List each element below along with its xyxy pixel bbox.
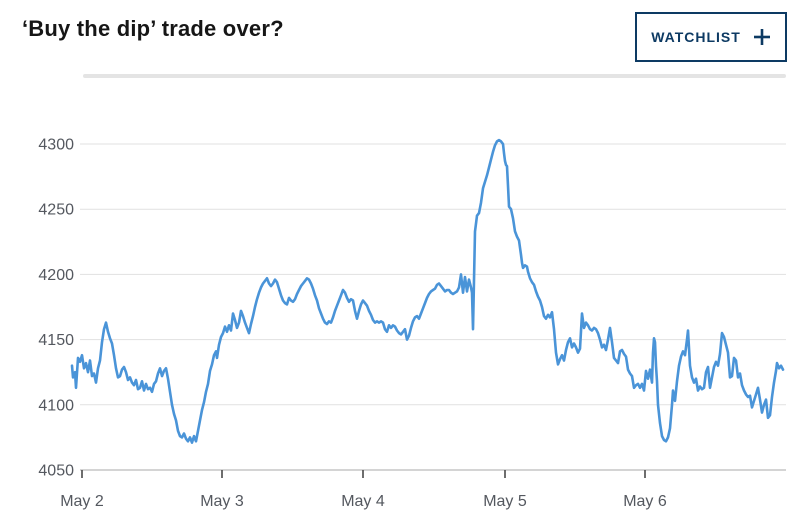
x-axis-label: May 5 <box>483 493 527 510</box>
x-axis-label: May 6 <box>623 493 667 510</box>
x-axis-label: May 4 <box>341 493 385 510</box>
y-axis-label: 4050 <box>38 463 74 480</box>
x-axis-label: May 2 <box>60 493 104 510</box>
plus-icon <box>753 29 770 45</box>
y-axis-label: 4300 <box>38 137 74 154</box>
watchlist-button-label: WATCHLIST <box>651 29 741 45</box>
y-axis-label: 4150 <box>38 332 74 349</box>
price-line[interactable] <box>70 138 785 444</box>
x-axis-label: May 3 <box>200 493 244 510</box>
y-axis-label: 4200 <box>38 267 74 284</box>
watchlist-button[interactable]: WATCHLIST <box>635 12 787 62</box>
range-scrollbar-track[interactable] <box>83 74 786 78</box>
y-axis-label: 4100 <box>38 397 74 414</box>
y-axis-label: 4250 <box>38 202 74 219</box>
page-title: ‘Buy the dip’ trade over? <box>22 16 284 41</box>
